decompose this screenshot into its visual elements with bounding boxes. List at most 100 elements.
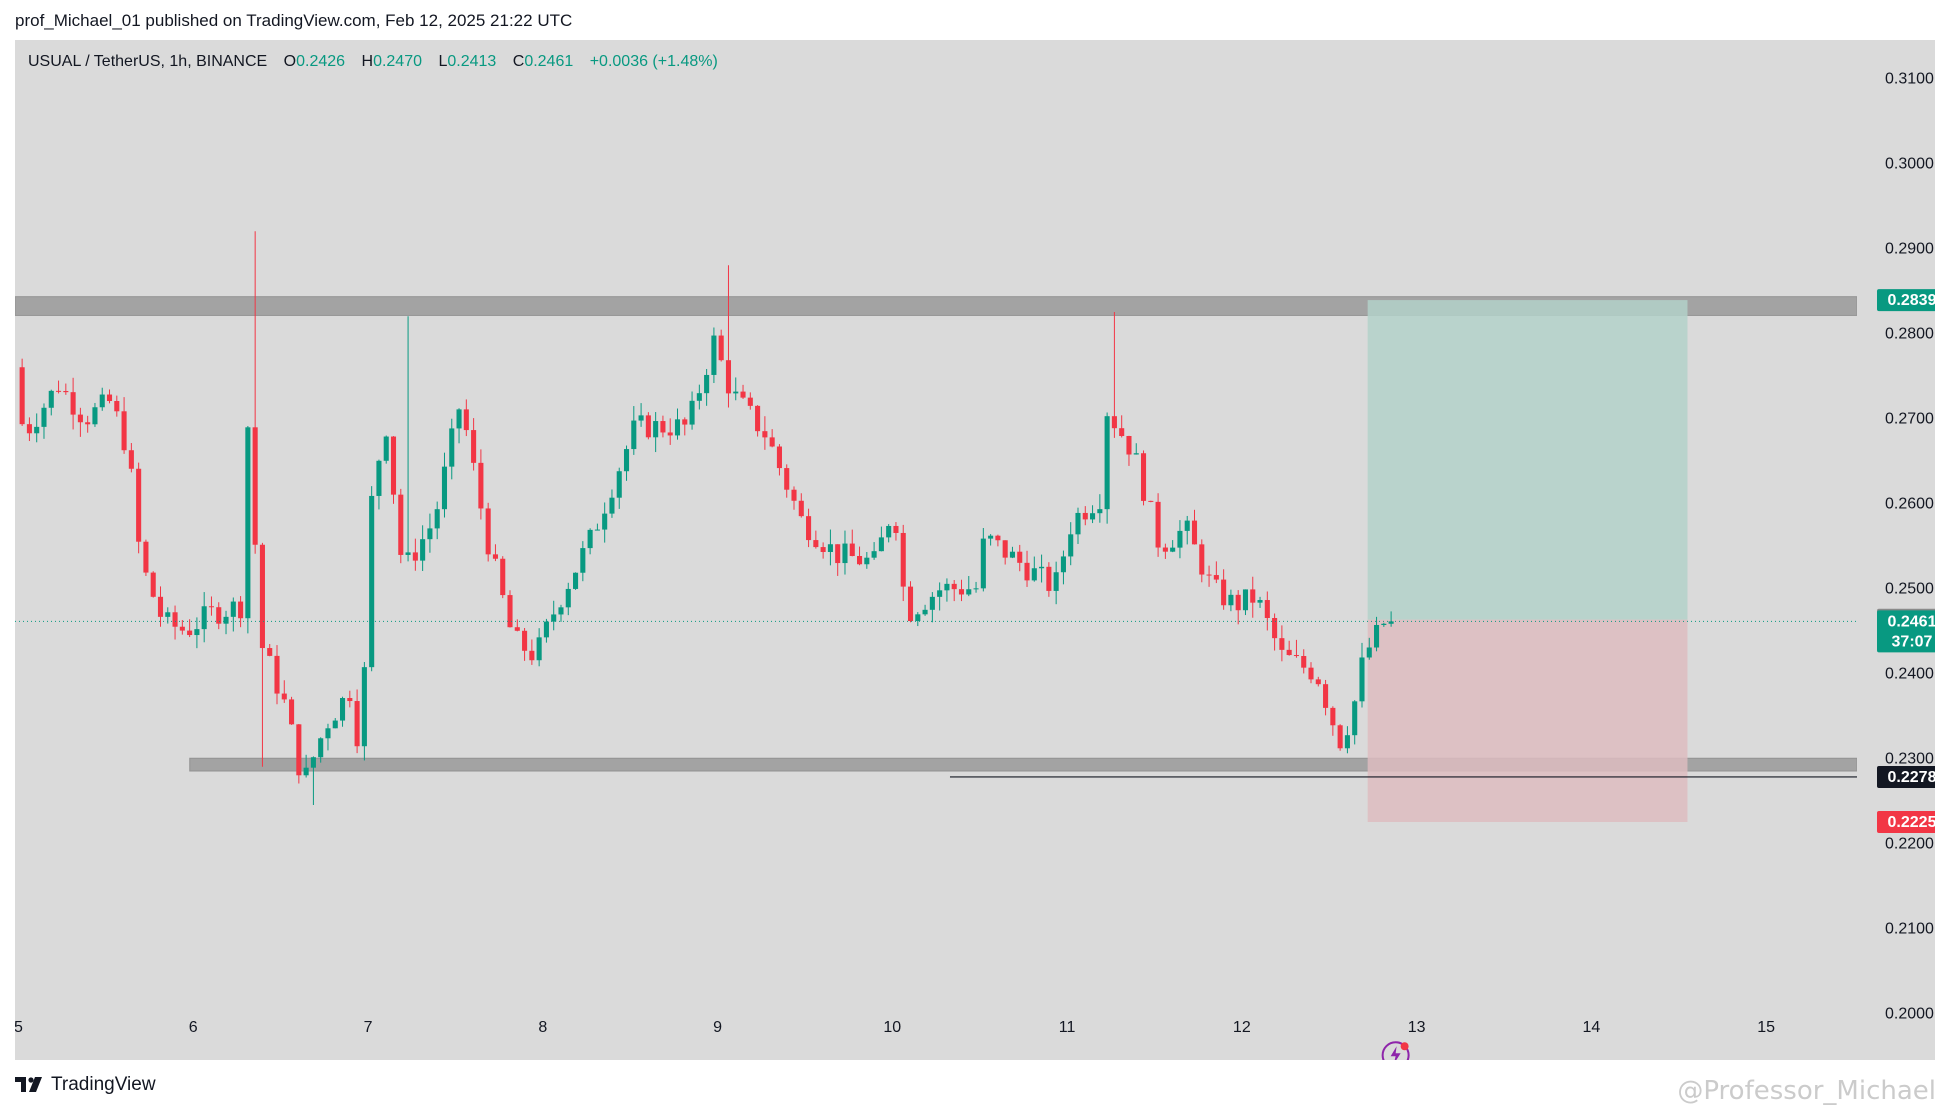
candle [1104, 412, 1110, 524]
candle-body [216, 607, 222, 624]
candle [631, 406, 637, 455]
candle [1039, 554, 1045, 583]
candle-body [92, 407, 98, 425]
candle-body [587, 529, 593, 549]
candle [1170, 540, 1176, 553]
candle [179, 619, 185, 635]
candle-body [740, 391, 746, 398]
candle [1119, 415, 1125, 438]
candle-body [1366, 647, 1372, 658]
candle [674, 408, 681, 440]
candle [1279, 625, 1285, 662]
candle-body [1206, 574, 1212, 576]
candle-body [573, 572, 579, 589]
candle-body [296, 724, 302, 776]
candle-body [900, 532, 906, 587]
symbol-label: USUAL / TetherUS, 1h, BINANCE [28, 53, 268, 70]
candle-body [383, 436, 389, 461]
candle-body [995, 535, 1001, 541]
candle-body [529, 650, 535, 661]
candle-body [638, 415, 644, 421]
candle-body [128, 450, 134, 469]
candle [434, 501, 440, 540]
candle-body [1090, 513, 1096, 520]
price-tag-target[interactable]: 0.2839 [1877, 289, 1935, 312]
chart-canvas[interactable]: 0.3100 0.3000 0.2900 0.2800 0.2700 0.2600 0.25… [15, 40, 1935, 1060]
candle-body [973, 588, 979, 590]
candle [878, 526, 884, 552]
date-tick-label: 10 [883, 1019, 901, 1036]
candle [871, 542, 877, 560]
target-zone[interactable] [1367, 300, 1688, 620]
candle-body [1330, 707, 1336, 726]
candle [441, 452, 448, 518]
chart-area[interactable]: 0.3100 0.3000 0.2900 0.2800 0.2700 0.2600 0.25… [15, 40, 1935, 1060]
candle-body [907, 586, 914, 622]
open-label: O [283, 53, 297, 70]
candle [1111, 312, 1117, 438]
candle-body [755, 405, 761, 432]
candle-body [267, 648, 273, 656]
candle [208, 596, 215, 616]
lightning-icon[interactable] [1381, 1041, 1410, 1060]
candle [1257, 596, 1263, 608]
price-tag-line[interactable]: 0.2278 [1877, 765, 1935, 788]
candle [842, 530, 848, 575]
price-tick-label: 0.2300 [1885, 750, 1934, 767]
candle-body [1315, 679, 1321, 685]
price-tag-last[interactable]: 0.2461 37:07 [1877, 610, 1935, 653]
price-axis-pane[interactable] [1857, 40, 1935, 1060]
candle [660, 415, 666, 438]
candle-body [689, 400, 695, 425]
tradingview-brand[interactable]: TradingView [15, 1074, 156, 1096]
candle-body [1053, 572, 1059, 591]
candle [1221, 569, 1227, 610]
candle-body [522, 630, 528, 651]
date-tick-label: 11 [1059, 1019, 1076, 1036]
candle [77, 407, 83, 437]
candle-body [41, 407, 47, 427]
candle [988, 534, 994, 546]
stop-zone[interactable] [1367, 619, 1688, 822]
candle [1366, 637, 1372, 660]
candle [194, 617, 200, 649]
price-tick-label: 0.2100 [1885, 920, 1934, 937]
candle [958, 579, 965, 602]
candle [1308, 662, 1314, 684]
candle [1075, 507, 1081, 544]
candle [449, 418, 455, 480]
candle-body [230, 601, 236, 617]
candle-body [543, 621, 549, 638]
price-tick-label: 0.3000 [1885, 155, 1934, 172]
candle [857, 546, 863, 566]
candle-body [376, 460, 382, 496]
candle [1140, 450, 1147, 506]
candle-body [1046, 566, 1052, 591]
candle-body [660, 421, 666, 433]
price-tag-stop[interactable]: 0.2225 [1877, 811, 1935, 833]
candle-body [1009, 551, 1015, 558]
candle [136, 462, 142, 554]
candle-body [201, 606, 207, 630]
candle-body [339, 698, 346, 721]
candle [1228, 589, 1234, 612]
candle [762, 416, 768, 450]
candle-body [26, 424, 32, 434]
candle [172, 605, 178, 640]
candle [653, 412, 659, 453]
candle [1191, 509, 1198, 545]
candle [325, 723, 331, 751]
candle [34, 413, 40, 443]
candle-body [500, 558, 506, 596]
candle [616, 467, 622, 509]
candle [216, 602, 222, 630]
candle [529, 639, 535, 665]
candle [543, 618, 549, 643]
candle-body [412, 552, 418, 561]
candle-body [106, 394, 113, 401]
candle [915, 612, 921, 627]
candle [645, 412, 651, 440]
candle-body [318, 738, 324, 758]
date-tick-label: 12 [1233, 1019, 1251, 1036]
candle [492, 544, 498, 562]
